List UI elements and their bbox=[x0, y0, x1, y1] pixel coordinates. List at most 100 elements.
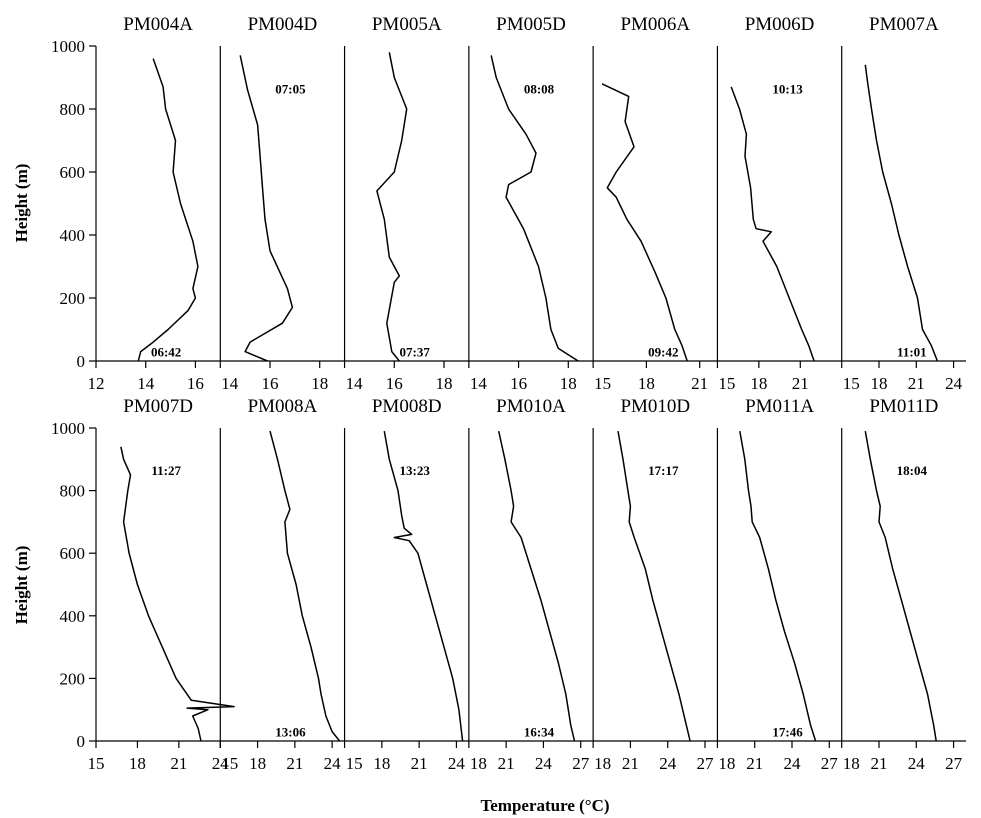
panel-pm010d: PM010D 18 21 24 27 17:17 bbox=[592, 396, 714, 773]
panel-pm011a: PM011A 18 21 24 27 17:46 bbox=[716, 396, 839, 773]
panel-title: PM010A bbox=[496, 396, 566, 417]
y-tick-label: 800 bbox=[60, 100, 86, 119]
x-tick-label: 27 bbox=[945, 754, 963, 773]
panel-title: PM007A bbox=[869, 14, 939, 35]
panel-title: PM011D bbox=[869, 396, 938, 417]
x-tick-label: 15 bbox=[221, 754, 238, 773]
x-tick-label: 16 bbox=[187, 374, 204, 393]
y-tick-label: 200 bbox=[60, 289, 86, 308]
temperature-profile-line bbox=[617, 430, 691, 742]
temperature-profile-line bbox=[490, 55, 579, 362]
x-tick-label: 14 bbox=[221, 374, 239, 393]
x-tick-label: 18 bbox=[750, 374, 767, 393]
x-tick-label: 16 bbox=[386, 374, 403, 393]
x-tick-label: 21 bbox=[411, 754, 428, 773]
temperature-profile-line bbox=[376, 52, 408, 362]
x-tick-label: 15 bbox=[346, 754, 363, 773]
x-tick-label: 18 bbox=[129, 754, 146, 773]
temperature-profile-line bbox=[120, 446, 235, 742]
panel-title: PM008A bbox=[248, 396, 318, 417]
panel-title: PM004D bbox=[248, 14, 318, 35]
panel-title: PM011A bbox=[745, 396, 814, 417]
top-row-panels: 0 200 400 600 800 1000 PM004A 12 14 16 06:42 PM004D… bbox=[51, 14, 966, 393]
y-tick-label: 400 bbox=[60, 226, 86, 245]
x-tick-label: 18 bbox=[560, 374, 577, 393]
x-tick-label: 24 bbox=[448, 754, 466, 773]
x-tick-label: 24 bbox=[212, 754, 230, 773]
x-tick-label: 21 bbox=[746, 754, 763, 773]
temperature-profile-line bbox=[864, 64, 939, 362]
temperature-profile-line bbox=[497, 430, 576, 742]
x-tick-label: 18 bbox=[249, 754, 266, 773]
y-tick-label: 600 bbox=[60, 544, 86, 563]
launch-time-label: 11:27 bbox=[151, 463, 181, 478]
x-axis-label: Temperature (°C) bbox=[480, 796, 609, 815]
launch-time-label: 18:04 bbox=[897, 463, 928, 478]
panel-pm006a: PM006A 15 18 21 09:42 bbox=[592, 14, 708, 393]
temperature-profile-line bbox=[137, 58, 199, 362]
x-tick-label: 14 bbox=[470, 374, 488, 393]
x-tick-label: 27 bbox=[821, 754, 839, 773]
x-tick-label: 15 bbox=[718, 374, 735, 393]
temperature-profile-line bbox=[239, 55, 294, 362]
panel-pm010a: PM010A 18 21 24 27 16:34 bbox=[468, 396, 590, 773]
panel-title: PM004A bbox=[123, 14, 193, 35]
launch-time-label: 07:37 bbox=[400, 344, 431, 359]
x-tick-label: 16 bbox=[262, 374, 279, 393]
panel-pm006d: PM006D 15 18 21 10:13 bbox=[716, 14, 815, 393]
temperature-profile-line bbox=[601, 83, 688, 362]
launch-time-label: 13:06 bbox=[275, 724, 306, 739]
panel-title: PM006A bbox=[620, 14, 690, 35]
x-tick-label: 18 bbox=[843, 754, 860, 773]
y-axis-label-top: Height (m) bbox=[12, 164, 31, 243]
panel-pm008d: PM008D 15 18 21 24 13:23 bbox=[343, 396, 466, 773]
panel-pm011d: PM011D 18 21 24 27 18:04 bbox=[841, 396, 963, 773]
x-tick-label: 18 bbox=[470, 754, 487, 773]
temperature-profile-line bbox=[730, 86, 815, 362]
x-tick-label: 24 bbox=[535, 754, 553, 773]
launch-time-label: 08:08 bbox=[524, 81, 555, 96]
x-tick-label: 21 bbox=[498, 754, 515, 773]
x-tick-label: 14 bbox=[346, 374, 364, 393]
y-tick-label: 600 bbox=[60, 163, 86, 182]
x-tick-label: 24 bbox=[659, 754, 677, 773]
x-tick-label: 18 bbox=[718, 754, 735, 773]
x-tick-label: 21 bbox=[170, 754, 187, 773]
x-tick-label: 15 bbox=[88, 754, 105, 773]
launch-time-label: 06:42 bbox=[151, 344, 181, 359]
x-tick-label: 18 bbox=[871, 374, 888, 393]
panel-title: PM008D bbox=[372, 396, 442, 417]
launch-time-label: 07:05 bbox=[275, 81, 306, 96]
panel-title: PM007D bbox=[123, 396, 193, 417]
y-tick-label: 400 bbox=[60, 607, 86, 626]
panel-title: PM010D bbox=[620, 396, 690, 417]
panel-pm007a: PM007A 15 18 21 24 11:01 bbox=[841, 14, 963, 393]
y-tick-label: 0 bbox=[77, 732, 86, 751]
launch-time-label: 10:13 bbox=[772, 81, 803, 96]
temperature-profile-line bbox=[864, 430, 937, 742]
panel-title: PM005D bbox=[496, 14, 566, 35]
x-tick-label: 18 bbox=[373, 754, 390, 773]
launch-time-label: 16:34 bbox=[524, 724, 555, 739]
y-tick-label: 1000 bbox=[51, 419, 85, 438]
x-tick-label: 15 bbox=[594, 374, 611, 393]
panel-pm005a: PM005A 14 16 18 07:37 bbox=[343, 14, 453, 393]
launch-time-label: 13:23 bbox=[400, 463, 431, 478]
x-tick-label: 24 bbox=[784, 754, 802, 773]
x-tick-label: 27 bbox=[572, 754, 590, 773]
panel-pm008a: PM008A 15 18 21 24 13:06 bbox=[219, 396, 341, 773]
x-tick-label: 24 bbox=[908, 754, 926, 773]
temperature-profile-line bbox=[269, 430, 341, 742]
panel-title: PM005A bbox=[372, 14, 442, 35]
x-tick-label: 24 bbox=[945, 374, 963, 393]
x-tick-label: 21 bbox=[622, 754, 639, 773]
y-axis-label-bottom: Height (m) bbox=[12, 546, 31, 625]
x-tick-label: 21 bbox=[691, 374, 708, 393]
y-tick-label: 1000 bbox=[51, 37, 85, 56]
panel-pm007d: PM007D 15 18 21 24 11:27 bbox=[88, 396, 235, 773]
x-tick-label: 18 bbox=[436, 374, 453, 393]
y-tick-label: 200 bbox=[60, 669, 86, 688]
x-tick-label: 15 bbox=[843, 374, 860, 393]
launch-time-label: 11:01 bbox=[897, 344, 927, 359]
